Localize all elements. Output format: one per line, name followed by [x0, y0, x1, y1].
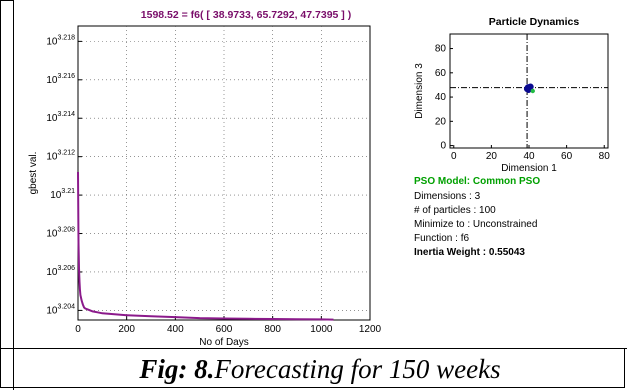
gbest-y-tick-label: 103.214 [46, 111, 75, 124]
figure-svg: 1598.52 = f6( [ 38.9733, 65.7292, 47.739… [28, 9, 610, 348]
gbest-y-tick-label: 103.216 [46, 73, 75, 86]
table-divider [0, 348, 627, 349]
inertia-weight-label: Inertia Weight : 0.55043 [414, 247, 525, 258]
particle-y-tick-label: 60 [435, 68, 447, 79]
pso-info-panel: PSO Model: Common PSO Dimensions : 3 # o… [414, 176, 540, 258]
gbest-y-tick-label: 103.212 [46, 150, 75, 163]
particle-chart-ylabel: Dimension 3 [414, 63, 425, 119]
gbest-chart-xlabel: No of Days [199, 337, 248, 348]
particle-x-tick-label: 60 [561, 151, 573, 162]
gbest-x-tick-label: 200 [118, 324, 135, 335]
particles-label: # of particles : 100 [414, 205, 496, 216]
particle-x-tick-label: 80 [599, 151, 611, 162]
dimensions-label: Dimensions : 3 [414, 191, 481, 202]
particle-y-tick-label: 20 [435, 116, 447, 127]
function-label: Function : f6 [414, 233, 469, 244]
gbest-x-tick-label: 600 [216, 324, 233, 335]
particle-x-tick-label: 0 [451, 151, 457, 162]
particle-chart-x-ticks: 0 20 40 60 80 [451, 145, 610, 162]
particle-point [530, 88, 535, 94]
gbest-x-tick-label: 800 [264, 324, 281, 335]
figure-caption-text: Forecasting for 150 weeks [214, 354, 501, 384]
particle-y-tick-label: 40 [435, 92, 447, 103]
gbest-chart-y-ticks: 103.204 103.206 103.208 103.21 103.212 103.21… [46, 34, 82, 316]
particle-y-tick-label: 0 [440, 141, 446, 152]
particle-chart-xlabel: Dimension 1 [501, 163, 557, 174]
gbest-x-tick-label: 400 [167, 324, 184, 335]
pso-model-label: PSO Model: Common PSO [414, 176, 540, 187]
gbest-x-tick-label: 1200 [359, 324, 382, 335]
figure-caption: Fig: 8.Forecasting for 150 weeks [14, 349, 626, 389]
particle-x-tick-label: 20 [486, 151, 498, 162]
table-border-left [13, 0, 14, 390]
gbest-x-tick-label: 0 [75, 324, 81, 335]
gbest-chart: 1598.52 = f6( [ 38.9733, 65.7292, 47.739… [28, 9, 382, 348]
particle-x-tick-label: 40 [523, 151, 535, 162]
particle-y-tick-label: 80 [435, 44, 447, 55]
gbest-y-tick-label: 103.204 [46, 303, 75, 316]
particle-dynamics-chart: Particle Dynamics 0 20 40 60 80 0 20 40 60 80 Di… [414, 16, 610, 174]
gbest-y-tick-label: 103.21 [50, 188, 75, 201]
gbest-y-tick-label: 103.208 [46, 227, 75, 240]
minimize-label: Minimize to : Unconstrained [414, 219, 537, 230]
gbest-y-tick-label: 103.206 [46, 265, 75, 278]
gbest-chart-title: 1598.52 = f6( [ 38.9733, 65.7292, 47.739… [141, 9, 351, 21]
particle-points [523, 83, 535, 94]
gbest-chart-grid [78, 26, 370, 320]
gbest-x-tick-label: 1000 [310, 324, 333, 335]
particle-chart-title: Particle Dynamics [489, 16, 580, 28]
particle-chart-y-ticks: 0 20 40 60 80 [435, 44, 453, 152]
gbest-series-line [77, 171, 334, 321]
gbest-y-tick-label: 103.218 [46, 34, 75, 47]
figure-caption-label: Fig: 8. [139, 354, 215, 384]
figure-area: 1598.52 = f6( [ 38.9733, 65.7292, 47.739… [14, 0, 626, 348]
gbest-chart-ylabel: gbest val. [28, 152, 39, 195]
particle-point [525, 86, 532, 93]
